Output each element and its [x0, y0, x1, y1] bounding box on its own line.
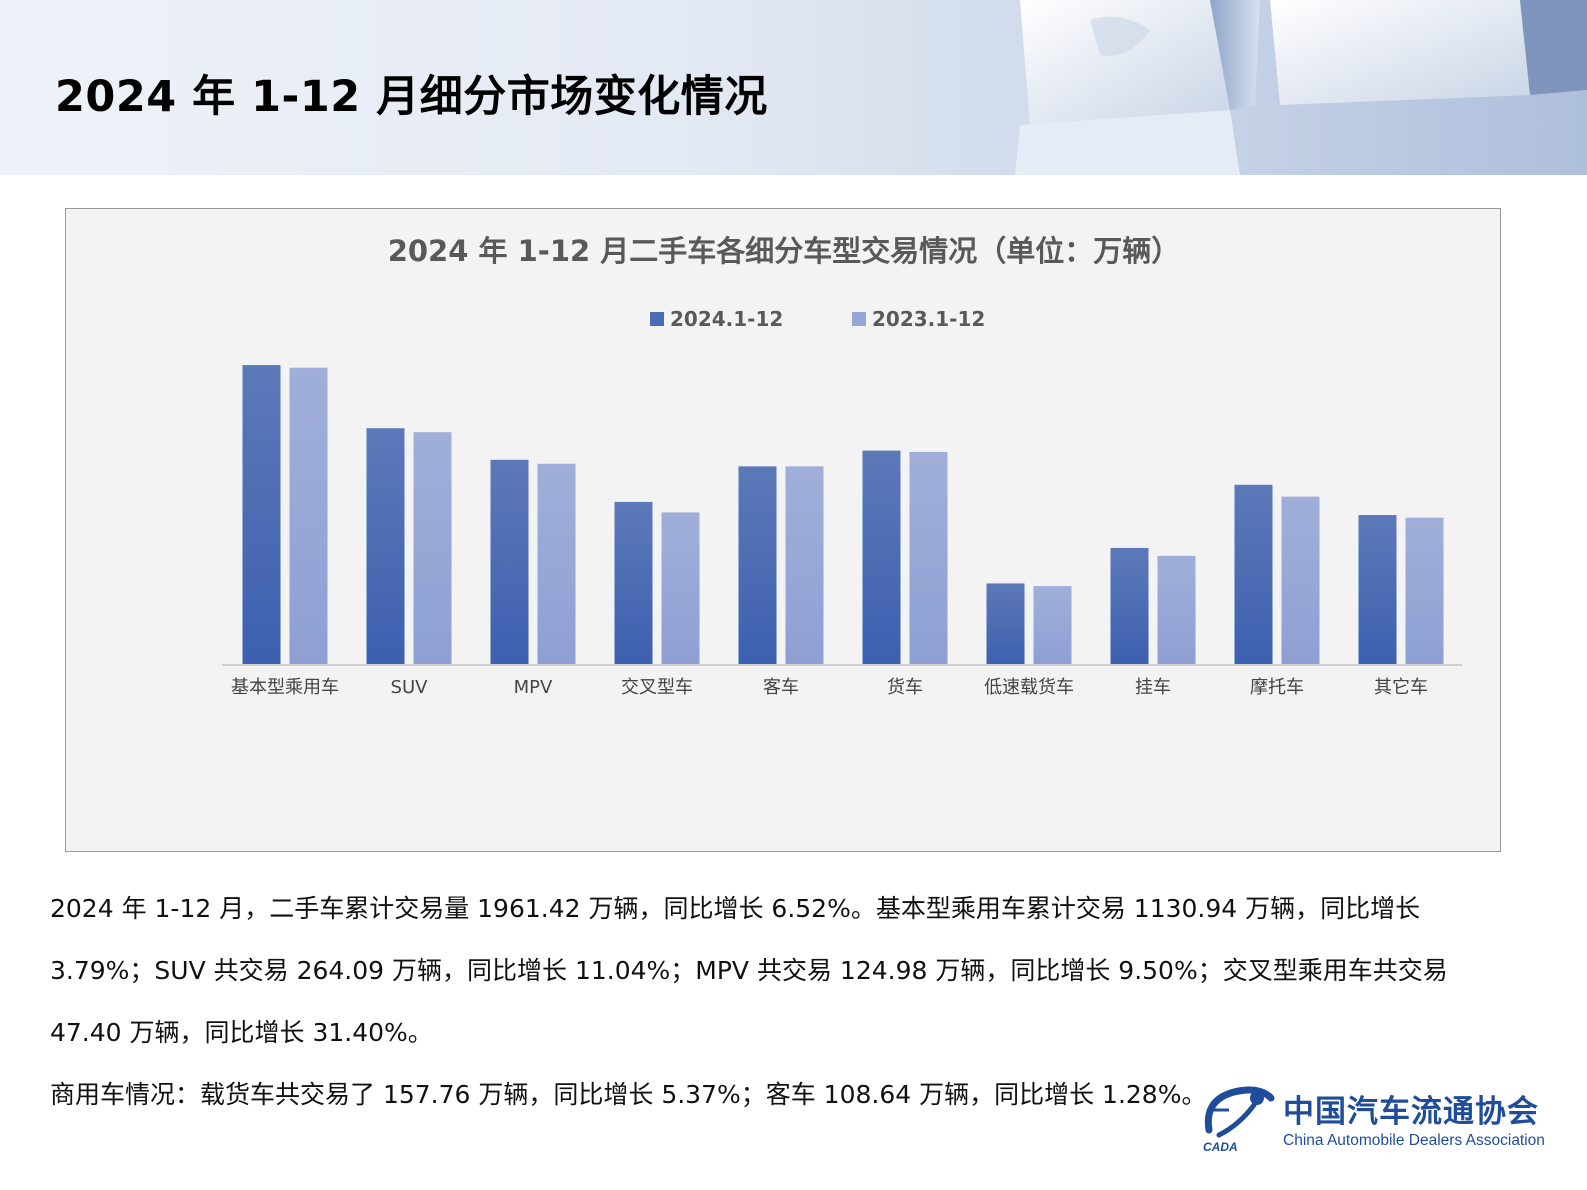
- logo-name-chinese: 中国汽车流通协会: [1283, 1094, 1539, 1130]
- bar-2023-7: [1157, 555, 1196, 665]
- x-tick-label: 客车: [763, 677, 799, 698]
- x-tick-label: 货车: [887, 677, 923, 698]
- bar-2024-9: [1358, 515, 1397, 665]
- bar-2023-9: [1405, 517, 1444, 665]
- chart-title: 2024 年 1-12 月二手车各细分车型交易情况（单位：万辆）: [388, 234, 1181, 268]
- chart-panel: 2024 年 1-12 月二手车各细分车型交易情况（单位：万辆） 2024.1-…: [65, 208, 1501, 852]
- bar-2023-6: [1033, 586, 1072, 665]
- bar-chart: 2024 年 1-12 月二手车各细分车型交易情况（单位：万辆） 2024.1-…: [222, 234, 1462, 698]
- bar-2024-1: [366, 428, 405, 665]
- bar-2023-0: [289, 367, 328, 665]
- association-logo: CADA 中国汽车流通协会 China Automobile Dealers A…: [1195, 1080, 1565, 1160]
- legend-label-1: 2023.1-12: [872, 307, 985, 331]
- bar-2023-4: [785, 466, 824, 665]
- bar-2024-4: [738, 466, 777, 665]
- bar-2024-3: [614, 501, 653, 665]
- header-decoration: [1015, 0, 1587, 175]
- bar-2024-8: [1234, 484, 1273, 665]
- bar-2024-0: [242, 365, 281, 665]
- bar-2023-8: [1281, 496, 1320, 665]
- header-banner: 2024 年 1-12 月细分市场变化情况: [0, 0, 1587, 175]
- logo-abbreviation: CADA: [1203, 1140, 1238, 1154]
- x-axis-labels: 基本型乘用车 SUV MPV 交叉型车 客车 货车 低速载货车 挂车 摩托车 其它车: [231, 677, 1428, 698]
- summary-text: 2024 年 1-12 月，二手车累计交易量 1961.42 万辆，同比增长 6…: [50, 878, 1520, 1126]
- bar-2024-2: [490, 459, 529, 665]
- legend-swatch-0: [650, 312, 664, 326]
- bar-2023-2: [537, 463, 576, 665]
- chart-bars: [242, 365, 1444, 665]
- legend-label-0: 2024.1-12: [670, 307, 783, 331]
- bar-2023-5: [909, 451, 948, 665]
- x-tick-label: 其它车: [1374, 677, 1428, 698]
- summary-paragraph-overall: 2024 年 1-12 月，二手车累计交易量 1961.42 万辆，同比增长 6…: [50, 894, 1448, 1047]
- bar-2024-7: [1110, 547, 1149, 665]
- logo-name-english: China Automobile Dealers Association: [1283, 1132, 1545, 1149]
- bar-2023-3: [661, 512, 700, 665]
- logo-emblem-icon: [1204, 1086, 1275, 1138]
- legend-swatch-1: [852, 312, 866, 326]
- bar-2024-6: [986, 583, 1025, 665]
- chart-legend: 2024.1-12 2023.1-12: [650, 307, 985, 331]
- x-tick-label: 挂车: [1135, 677, 1171, 698]
- x-tick-label: 低速载货车: [984, 677, 1074, 698]
- x-tick-label: 交叉型车: [621, 677, 693, 698]
- bar-2024-5: [862, 450, 901, 665]
- x-tick-label: 摩托车: [1250, 677, 1304, 698]
- page-title: 2024 年 1-12 月细分市场变化情况: [55, 72, 768, 122]
- x-tick-label: SUV: [391, 677, 429, 698]
- bar-2023-1: [413, 432, 452, 665]
- x-tick-label: 基本型乘用车: [231, 677, 339, 698]
- x-tick-label: MPV: [514, 677, 553, 698]
- summary-paragraph-commercial: 商用车情况：载货车共交易了 157.76 万辆，同比增长 5.37%；客车 10…: [50, 1080, 1207, 1109]
